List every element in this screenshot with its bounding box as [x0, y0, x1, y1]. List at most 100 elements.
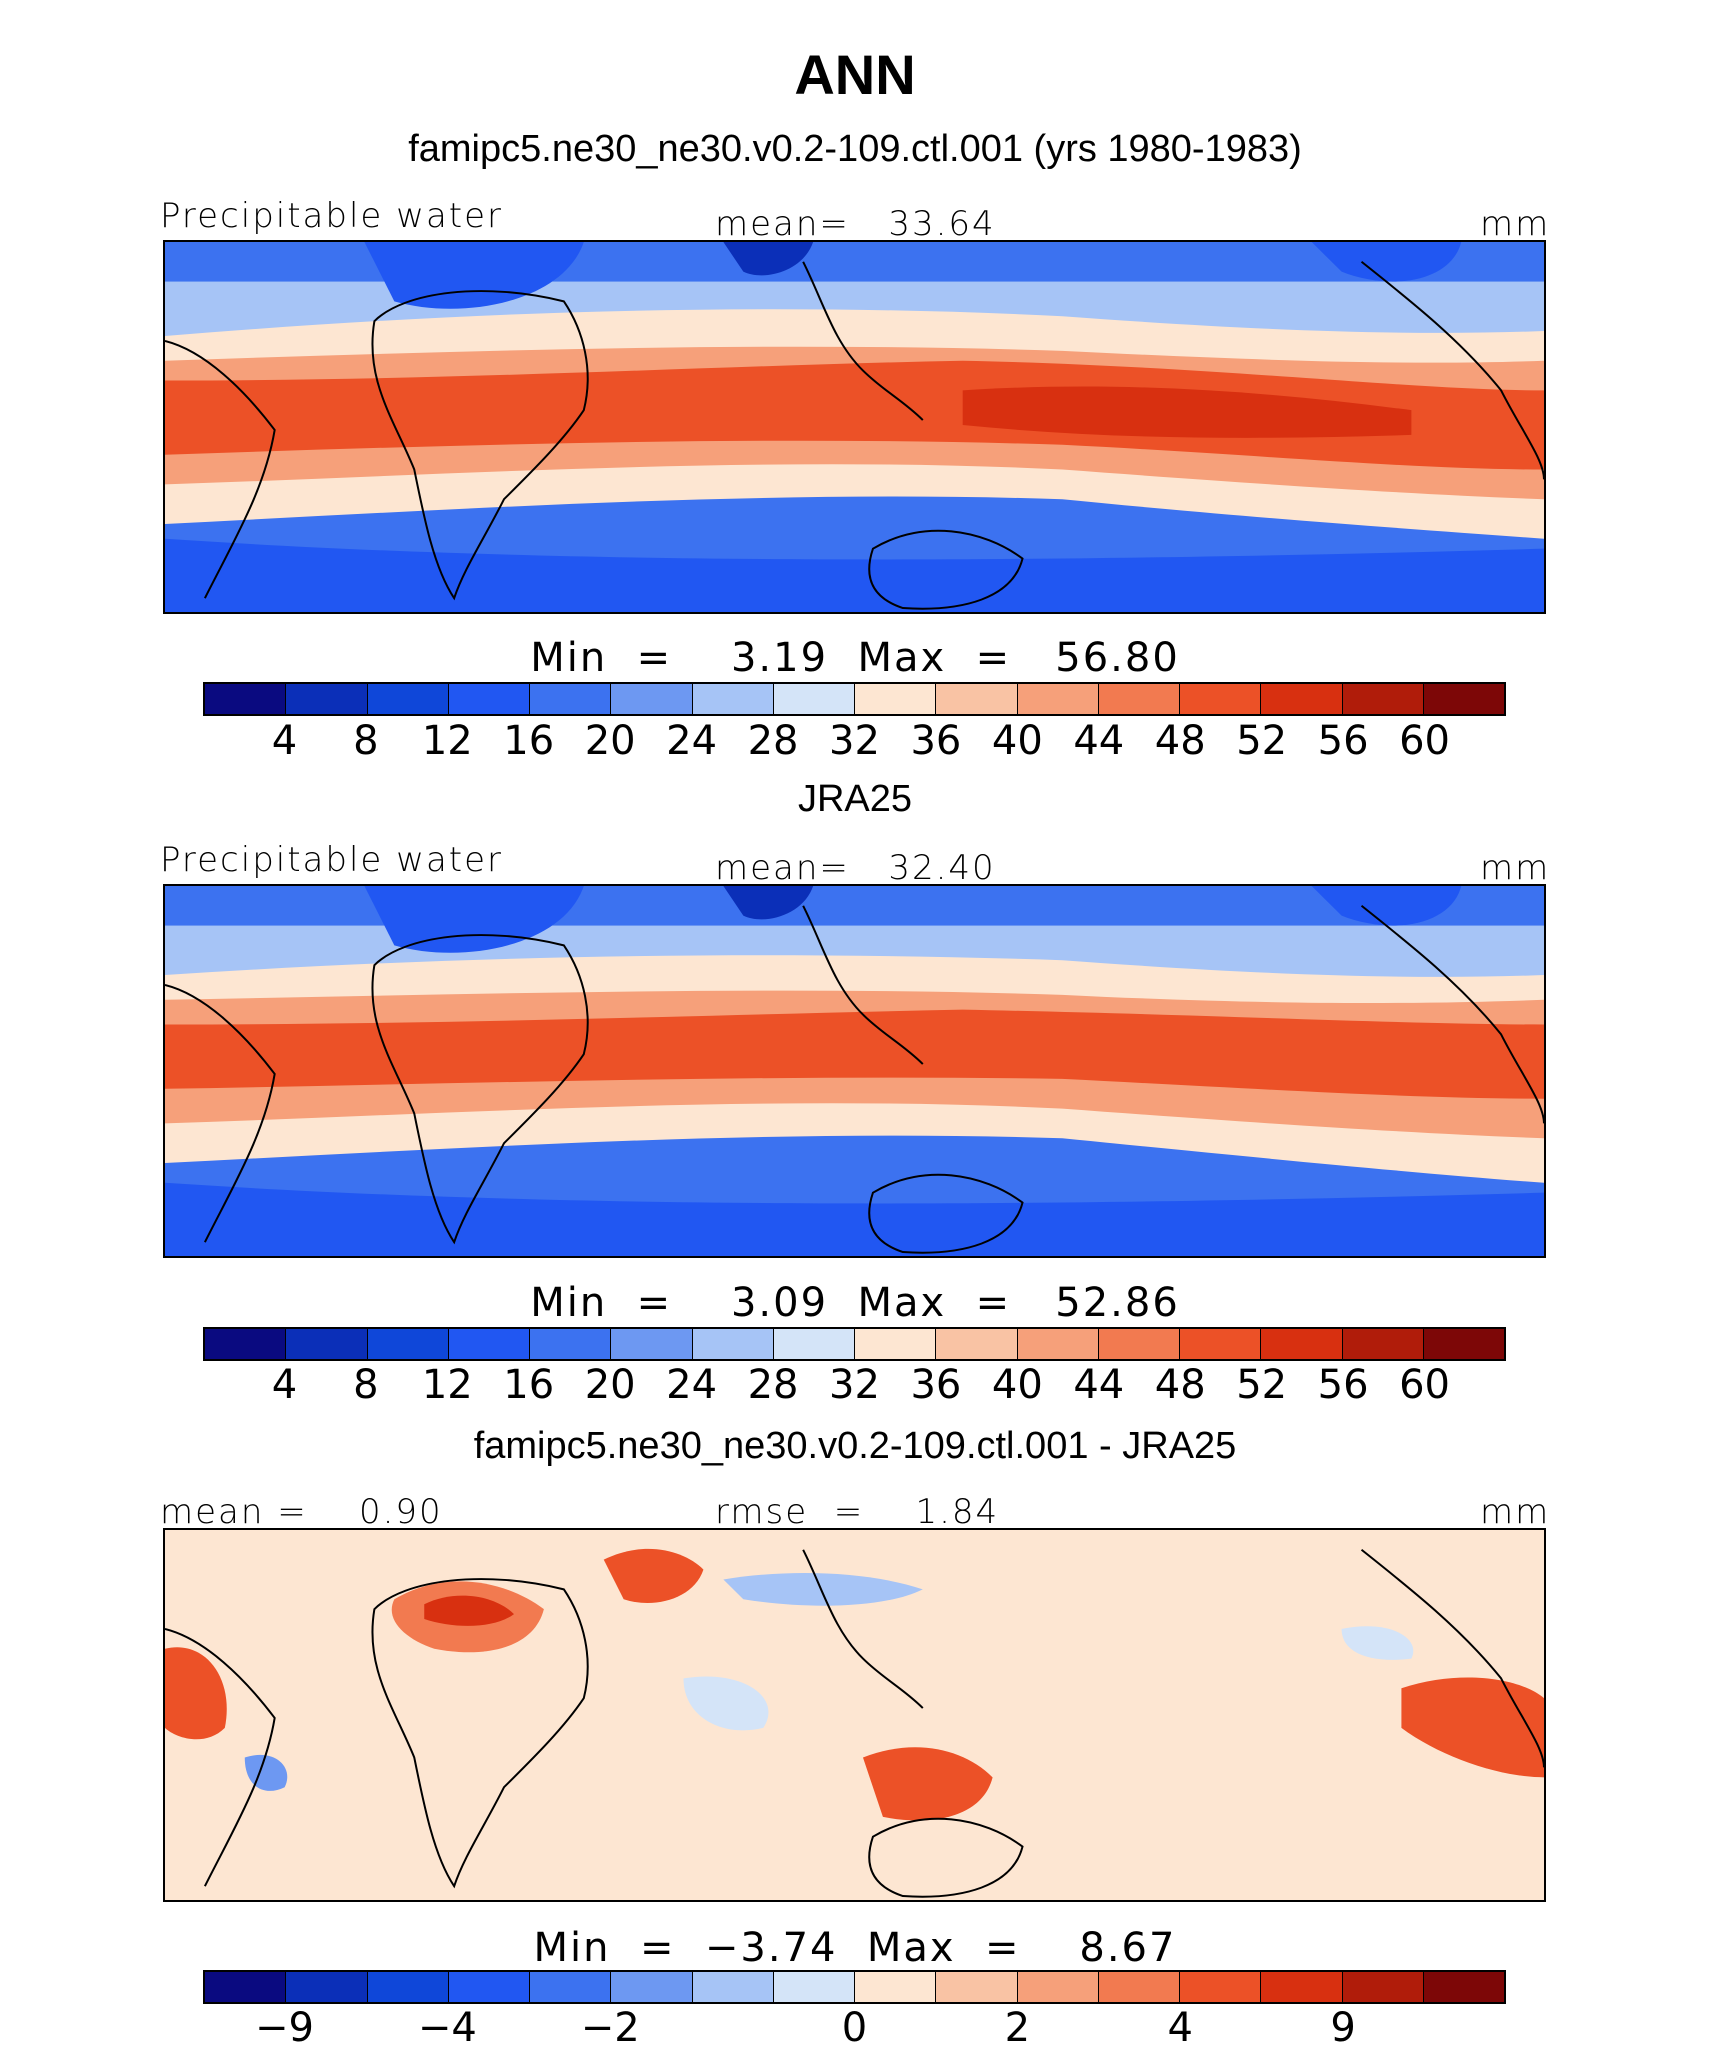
colorbar-swatch — [1017, 1329, 1099, 1359]
panel-1-colorbar-ticks: 4 8 12 16 20 24 28 32 36 40 44 48 52 56 60 — [203, 718, 1506, 768]
colorbar-swatch — [692, 684, 774, 714]
colorbar-tick-label: 36 — [910, 1362, 962, 1408]
colorbar-swatch — [205, 1329, 287, 1359]
colorbar-tick-label: 24 — [666, 1362, 718, 1408]
colorbar-swatch — [773, 684, 855, 714]
colorbar-tick-label: 60 — [1399, 718, 1451, 764]
colorbar-swatch — [448, 1329, 530, 1359]
panel-1-units-label: mm — [1480, 204, 1551, 244]
colorbar-swatch — [855, 684, 937, 714]
panel-1-mean-label: mean= 33.64 — [715, 204, 996, 244]
colorbar-tick-label: 56 — [1317, 1362, 1369, 1408]
panel-2-colorbar-ticks: 4 8 12 16 20 24 28 32 36 40 44 48 52 56 60 — [203, 1362, 1506, 1412]
panel-2-colorbar — [203, 1327, 1506, 1361]
colorbar-swatch — [1342, 1329, 1424, 1359]
colorbar-swatch — [692, 1972, 774, 2002]
colorbar-tick-label: 12 — [421, 718, 473, 764]
colorbar-swatch — [367, 1329, 449, 1359]
colorbar-swatch — [1423, 1972, 1504, 2002]
panel-1-variable-label: Precipitable water — [160, 196, 504, 236]
panel-2-units-label: mm — [1480, 848, 1551, 888]
colorbar-swatch — [1261, 1972, 1343, 2002]
panel-1-title: famipc5.ne30_ne30.v0.2-109.ctl.001 (yrs … — [408, 128, 1302, 170]
colorbar-tick-label: −9 — [254, 2005, 314, 2051]
colorbar-tick-label: 40 — [991, 718, 1043, 764]
colorbar-swatch — [530, 684, 612, 714]
colorbar-tick-label: 52 — [1236, 1362, 1288, 1408]
colorbar-swatch — [1180, 1972, 1262, 2002]
colorbar-tick-label: 4 — [271, 718, 298, 764]
panel-3-colorbar — [203, 1970, 1506, 2004]
panel-3-mean-label: mean = 0.90 — [160, 1492, 443, 1532]
colorbar-swatch — [286, 1329, 368, 1359]
colorbar-tick-label: −4 — [417, 2005, 477, 2051]
colorbar-swatch — [1017, 684, 1099, 714]
colorbar-tick-label: 48 — [1154, 718, 1206, 764]
colorbar-tick-label: 32 — [829, 718, 880, 764]
colorbar-swatch — [367, 1972, 449, 2002]
colorbar-swatch — [448, 684, 530, 714]
colorbar-tick-label: 4 — [1167, 2005, 1193, 2051]
colorbar-swatch — [286, 1972, 368, 2002]
colorbar-swatch — [611, 1972, 693, 2002]
panel-3-colorbar-ticks: −9 −4 −2 0 2 4 9 — [203, 2005, 1506, 2055]
colorbar-swatch — [530, 1329, 612, 1359]
figure-title: ANN — [794, 43, 916, 106]
colorbar-tick-label: 44 — [1073, 1362, 1125, 1408]
colorbar-tick-label: 60 — [1399, 1362, 1451, 1408]
colorbar-swatch — [773, 1329, 855, 1359]
colorbar-tick-label: 20 — [584, 1362, 636, 1408]
colorbar-tick-label: 36 — [910, 718, 962, 764]
panel-1-minmax: Min = 3.19 Max = 56.80 — [530, 635, 1180, 681]
colorbar-tick-label: 32 — [829, 1362, 880, 1408]
colorbar-swatch — [936, 1972, 1018, 2002]
panel-2-title: JRA25 — [797, 778, 913, 820]
colorbar-swatch — [1180, 684, 1262, 714]
colorbar-swatch — [530, 1972, 612, 2002]
panel-2-minmax: Min = 3.09 Max = 52.86 — [530, 1280, 1180, 1326]
panel-3-rmse-label: rmse = 1.84 — [715, 1492, 1000, 1532]
colorbar-tick-label: 16 — [503, 718, 555, 764]
colorbar-swatch — [1098, 1972, 1180, 2002]
colorbar-swatch — [286, 684, 368, 714]
colorbar-tick-label: 8 — [353, 1362, 379, 1408]
panel-3-map — [163, 1528, 1546, 1902]
colorbar-swatch — [1261, 684, 1343, 714]
panel-2-mean-label: mean= 32.40 — [715, 848, 996, 888]
colorbar-swatch — [1098, 1329, 1180, 1359]
colorbar-swatch — [855, 1972, 937, 2002]
colorbar-tick-label: 2 — [1004, 2005, 1031, 2051]
colorbar-swatch — [611, 1329, 693, 1359]
colorbar-swatch — [1423, 1329, 1504, 1359]
colorbar-swatch — [205, 1972, 287, 2002]
colorbar-swatch — [1180, 1329, 1262, 1359]
panel-3-title: famipc5.ne30_ne30.v0.2-109.ctl.001 - JRA… — [473, 1425, 1237, 1467]
colorbar-swatch — [205, 684, 287, 714]
panel-1-colorbar — [203, 682, 1506, 716]
colorbar-tick-label: 20 — [584, 718, 636, 764]
colorbar-tick-label: 4 — [271, 1362, 298, 1408]
colorbar-tick-label: 40 — [991, 1362, 1043, 1408]
colorbar-swatch — [1342, 684, 1424, 714]
colorbar-swatch — [1342, 1972, 1424, 2002]
colorbar-tick-label: 56 — [1317, 718, 1369, 764]
colorbar-tick-label: 52 — [1236, 718, 1288, 764]
colorbar-tick-label: 28 — [747, 1362, 799, 1408]
colorbar-tick-label: 0 — [841, 2005, 868, 2051]
panel-2-map — [163, 884, 1546, 1258]
panel-2-variable-label: Precipitable water — [160, 840, 504, 880]
colorbar-swatch — [1098, 684, 1180, 714]
colorbar-tick-label: 12 — [421, 1362, 473, 1408]
colorbar-tick-label: 48 — [1154, 1362, 1206, 1408]
colorbar-tick-label: −2 — [580, 2005, 640, 2051]
panel-3-units-label: mm — [1480, 1492, 1551, 1532]
colorbar-swatch — [692, 1329, 774, 1359]
colorbar-swatch — [936, 1329, 1018, 1359]
colorbar-swatch — [1423, 684, 1504, 714]
colorbar-swatch — [1261, 1329, 1343, 1359]
colorbar-swatch — [1017, 1972, 1099, 2002]
colorbar-swatch — [855, 1329, 937, 1359]
panel-3-minmax: Min = −3.74 Max = 8.67 — [533, 1925, 1177, 1971]
colorbar-tick-label: 8 — [353, 718, 379, 764]
colorbar-tick-label: 24 — [666, 718, 718, 764]
